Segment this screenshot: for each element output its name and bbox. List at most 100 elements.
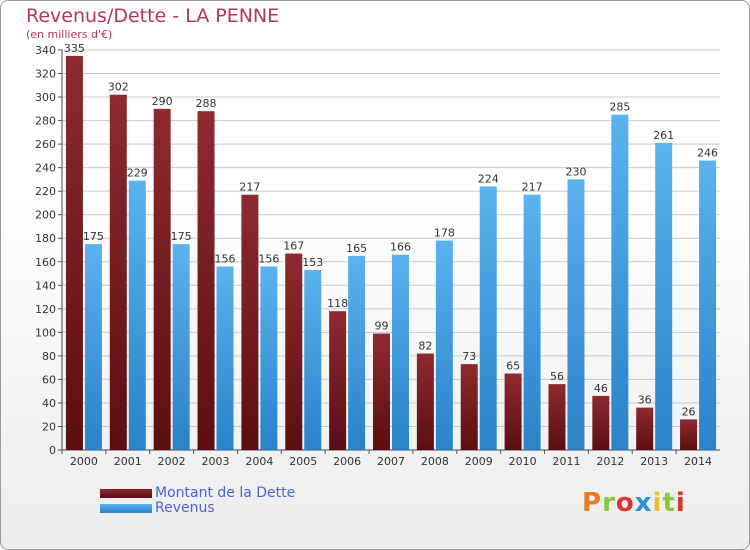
bar-revenus	[128, 180, 146, 450]
legend-label-dette: Montant de la Dette	[155, 485, 296, 501]
y-tick-label: 140	[35, 279, 56, 292]
logo-letter: i	[675, 488, 686, 518]
bar-revenus	[84, 244, 102, 450]
data-label-revenus: 230	[565, 165, 586, 178]
y-tick-label: 120	[35, 303, 56, 316]
y-tick-label: 280	[35, 115, 56, 128]
x-tick-label: 2008	[421, 455, 449, 468]
data-label-dette: 46	[594, 382, 608, 395]
x-tick-label: 2003	[202, 455, 230, 468]
data-label-revenus: 224	[478, 172, 499, 185]
y-tick-label: 160	[35, 256, 56, 269]
x-tick-label: 2010	[509, 455, 537, 468]
x-tick-label: 2009	[465, 455, 493, 468]
logo-letter: r	[602, 488, 616, 518]
x-tick-label: 2007	[377, 455, 405, 468]
bar-dette	[592, 395, 610, 450]
y-tick-label: 20	[42, 420, 56, 433]
x-tick-label: 2014	[684, 455, 712, 468]
data-label-revenus: 246	[697, 147, 718, 160]
y-tick-label: 260	[35, 138, 56, 151]
data-label-dette: 73	[462, 350, 476, 363]
x-tick-label: 2013	[640, 455, 668, 468]
y-tick-label: 240	[35, 162, 56, 175]
bar-revenus	[392, 254, 409, 450]
bar-dette	[329, 311, 347, 450]
data-label-revenus: 165	[346, 242, 367, 255]
bar-revenus	[523, 194, 541, 450]
bar-revenus	[216, 266, 234, 450]
bar-dette	[504, 373, 522, 450]
bar-dette	[680, 419, 698, 450]
data-label-revenus: 166	[390, 241, 411, 254]
data-label-dette: 217	[239, 181, 260, 194]
y-tick-label: 60	[42, 373, 56, 386]
proxiti-logo: Proxiti	[582, 488, 686, 518]
legend-swatch-dette	[100, 489, 152, 498]
data-label-dette: 335	[64, 42, 85, 55]
bar-dette	[373, 333, 390, 450]
bar-revenus	[172, 244, 190, 450]
x-tick-label: 2001	[114, 455, 142, 468]
bar-dette	[197, 111, 215, 451]
y-tick-label: 320	[35, 68, 56, 81]
legend-label-revenus: Revenus	[155, 500, 215, 516]
data-label-revenus: 153	[302, 256, 323, 269]
bar-revenus	[655, 142, 673, 451]
data-label-dette: 302	[108, 81, 129, 94]
y-tick-label: 180	[35, 232, 56, 245]
bar-dette	[460, 364, 478, 450]
x-tick-label: 2012	[596, 455, 624, 468]
x-tick-label: 2006	[333, 455, 361, 468]
data-label-revenus: 261	[653, 129, 674, 142]
logo-letter: i	[652, 488, 663, 518]
bar-dette	[636, 407, 654, 450]
data-label-revenus: 175	[83, 230, 104, 243]
y-tick-label: 100	[35, 326, 56, 339]
data-label-dette: 288	[196, 97, 217, 110]
logo-letter: x	[634, 488, 653, 518]
bar-revenus	[479, 186, 497, 450]
x-tick-label: 2000	[70, 455, 98, 468]
data-label-dette: 99	[375, 320, 389, 333]
bar-dette	[109, 94, 127, 451]
bar-dette	[241, 194, 259, 450]
data-label-dette: 167	[283, 240, 304, 253]
data-label-revenus: 156	[215, 252, 236, 265]
chart-title: Revenus/Dette - LA PENNE	[26, 5, 280, 27]
data-label-dette: 26	[682, 405, 696, 418]
bar-dette	[285, 253, 303, 450]
x-tick-label: 2002	[158, 455, 186, 468]
y-tick-label: 220	[35, 185, 56, 198]
x-tick-label: 2011	[552, 455, 580, 468]
data-label-revenus: 175	[171, 230, 192, 243]
data-label-dette: 118	[327, 297, 348, 310]
y-tick-label: 0	[49, 444, 56, 457]
data-label-revenus: 285	[609, 101, 630, 114]
logo-letter: P	[582, 488, 603, 518]
bar-revenus	[699, 160, 717, 450]
y-tick-label: 300	[35, 91, 56, 104]
data-label-dette: 290	[152, 95, 173, 108]
legend-swatch-revenus	[100, 504, 152, 513]
data-label-dette: 56	[550, 370, 564, 383]
bar-dette	[153, 108, 171, 450]
y-tick-label: 340	[35, 44, 56, 57]
y-tick-label: 200	[35, 209, 56, 222]
data-label-revenus: 156	[258, 252, 279, 265]
data-label-revenus: 178	[434, 227, 455, 240]
bar-dette	[548, 384, 566, 450]
bar-revenus	[304, 270, 322, 450]
x-tick-label: 2005	[289, 455, 317, 468]
y-tick-label: 40	[42, 397, 56, 410]
data-label-revenus: 229	[127, 167, 148, 180]
chart-subtitle: (en milliers d'€)	[26, 28, 113, 41]
data-label-dette: 82	[418, 340, 432, 353]
bar-revenus	[348, 255, 366, 450]
bar-revenus	[611, 114, 629, 451]
y-tick-label: 80	[42, 350, 56, 363]
bar-revenus	[567, 179, 585, 451]
data-label-dette: 36	[638, 394, 652, 407]
data-label-dette: 65	[506, 360, 520, 373]
